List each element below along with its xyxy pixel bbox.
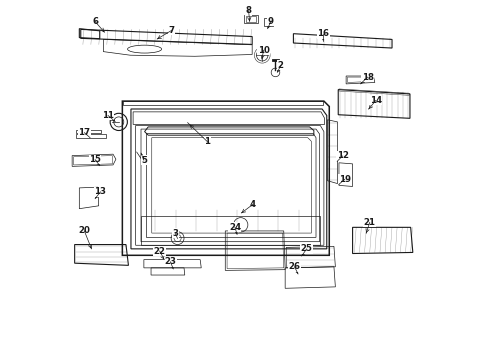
Text: 18: 18 [362, 73, 374, 82]
Text: 24: 24 [229, 223, 241, 232]
Text: 25: 25 [301, 244, 313, 253]
Text: 3: 3 [172, 229, 178, 238]
Text: 21: 21 [364, 218, 376, 227]
Text: 16: 16 [317, 29, 329, 38]
Text: 15: 15 [89, 155, 101, 164]
Text: 13: 13 [95, 187, 106, 196]
Text: 19: 19 [339, 175, 351, 184]
Text: 26: 26 [289, 262, 300, 271]
Text: 11: 11 [102, 111, 114, 120]
Text: 14: 14 [370, 96, 382, 105]
Text: 2: 2 [278, 61, 284, 70]
Text: 23: 23 [165, 257, 176, 266]
Text: 5: 5 [141, 156, 147, 165]
Text: 20: 20 [78, 226, 90, 235]
Text: 6: 6 [92, 17, 98, 26]
Text: 4: 4 [250, 200, 256, 209]
Text: 10: 10 [258, 46, 270, 55]
Text: 12: 12 [337, 152, 348, 161]
Text: 9: 9 [268, 17, 274, 26]
Text: 22: 22 [154, 247, 166, 256]
Text: 17: 17 [78, 128, 90, 137]
Text: 7: 7 [169, 26, 174, 35]
Text: 1: 1 [204, 137, 210, 146]
Text: 8: 8 [245, 6, 251, 15]
